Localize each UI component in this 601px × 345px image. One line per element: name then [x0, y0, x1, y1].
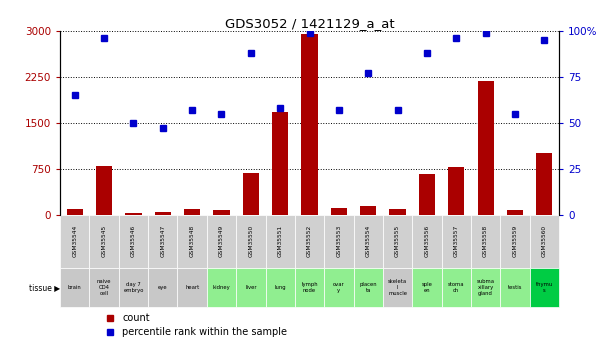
Text: liver: liver	[245, 285, 257, 290]
Text: GSM35547: GSM35547	[160, 225, 165, 257]
Text: GSM35554: GSM35554	[365, 225, 371, 257]
Bar	[60, 268, 90, 307]
Text: GSM35545: GSM35545	[102, 225, 106, 257]
Bar	[324, 215, 353, 268]
Bar	[60, 215, 90, 268]
Text: lymph
node: lymph node	[301, 282, 318, 293]
Bar	[471, 268, 500, 307]
Bar	[383, 215, 412, 268]
Text: day 7
embryо: day 7 embryо	[123, 282, 144, 293]
Bar	[353, 215, 383, 268]
Text: GSM35550: GSM35550	[248, 225, 254, 257]
Bar	[266, 215, 295, 268]
Text: kidney: kidney	[213, 285, 230, 290]
Bar	[389, 209, 406, 215]
Text: tissue ▶: tissue ▶	[29, 283, 60, 292]
Bar	[295, 215, 324, 268]
Bar	[67, 209, 83, 215]
Text: GSM35560: GSM35560	[542, 225, 547, 257]
Text: naive
CD4
cell: naive CD4 cell	[97, 279, 111, 296]
Text: skeleta
l
muscle: skeleta l muscle	[388, 279, 407, 296]
Text: GSM35546: GSM35546	[131, 225, 136, 257]
Text: GSM35551: GSM35551	[278, 225, 282, 257]
Text: stoma
ch: stoma ch	[448, 282, 465, 293]
Bar	[500, 215, 529, 268]
Bar	[412, 215, 442, 268]
Text: sple
en: sple en	[421, 282, 432, 293]
Text: GSM35557: GSM35557	[454, 225, 459, 257]
Bar	[500, 268, 529, 307]
Title: GDS3052 / 1421129_a_at: GDS3052 / 1421129_a_at	[225, 17, 394, 30]
Bar	[236, 215, 266, 268]
Bar	[529, 215, 559, 268]
Bar	[324, 268, 353, 307]
Bar	[177, 268, 207, 307]
Text: percentile rank within the sample: percentile rank within the sample	[123, 327, 287, 337]
Text: count: count	[123, 313, 150, 323]
Bar	[353, 268, 383, 307]
Text: GSM35559: GSM35559	[513, 225, 517, 257]
Text: GSM35544: GSM35544	[72, 225, 78, 257]
Bar	[471, 215, 500, 268]
Text: GSM35558: GSM35558	[483, 225, 488, 257]
Text: ovar
y: ovar y	[333, 282, 345, 293]
Text: GSM35549: GSM35549	[219, 225, 224, 257]
Bar	[266, 268, 295, 307]
Bar	[383, 268, 412, 307]
Bar	[302, 34, 317, 215]
Bar	[177, 215, 207, 268]
Text: subma
xillary
gland: subma xillary gland	[477, 279, 495, 296]
Text: GSM35553: GSM35553	[337, 225, 341, 257]
Bar	[148, 215, 177, 268]
Text: GSM35556: GSM35556	[424, 225, 429, 257]
Bar	[331, 208, 347, 215]
Bar	[529, 268, 559, 307]
Bar	[207, 268, 236, 307]
Text: thymu
s: thymu s	[535, 282, 553, 293]
Bar	[442, 215, 471, 268]
Bar	[412, 268, 442, 307]
Bar	[243, 173, 259, 215]
Bar	[419, 174, 435, 215]
Bar	[536, 154, 552, 215]
Text: heart: heart	[185, 285, 200, 290]
Bar	[295, 268, 324, 307]
Bar	[236, 268, 266, 307]
Bar	[184, 209, 200, 215]
Text: GSM35555: GSM35555	[395, 225, 400, 257]
Text: lung: lung	[275, 285, 286, 290]
Bar	[272, 112, 288, 215]
Text: brain: brain	[68, 285, 82, 290]
Bar	[213, 210, 230, 215]
Bar	[90, 268, 119, 307]
Bar	[442, 268, 471, 307]
Bar	[119, 268, 148, 307]
Bar	[360, 206, 376, 215]
Text: GSM35552: GSM35552	[307, 225, 312, 257]
Bar	[119, 215, 148, 268]
Bar	[96, 166, 112, 215]
Bar	[90, 215, 119, 268]
Bar	[154, 212, 171, 215]
Bar	[478, 81, 493, 215]
Text: GSM35548: GSM35548	[190, 225, 195, 257]
Bar	[448, 167, 465, 215]
Text: placen
ta: placen ta	[359, 282, 377, 293]
Bar	[207, 215, 236, 268]
Text: testis: testis	[508, 285, 522, 290]
Bar	[148, 268, 177, 307]
Bar	[507, 210, 523, 215]
Text: eye: eye	[158, 285, 168, 290]
Bar	[126, 213, 141, 215]
